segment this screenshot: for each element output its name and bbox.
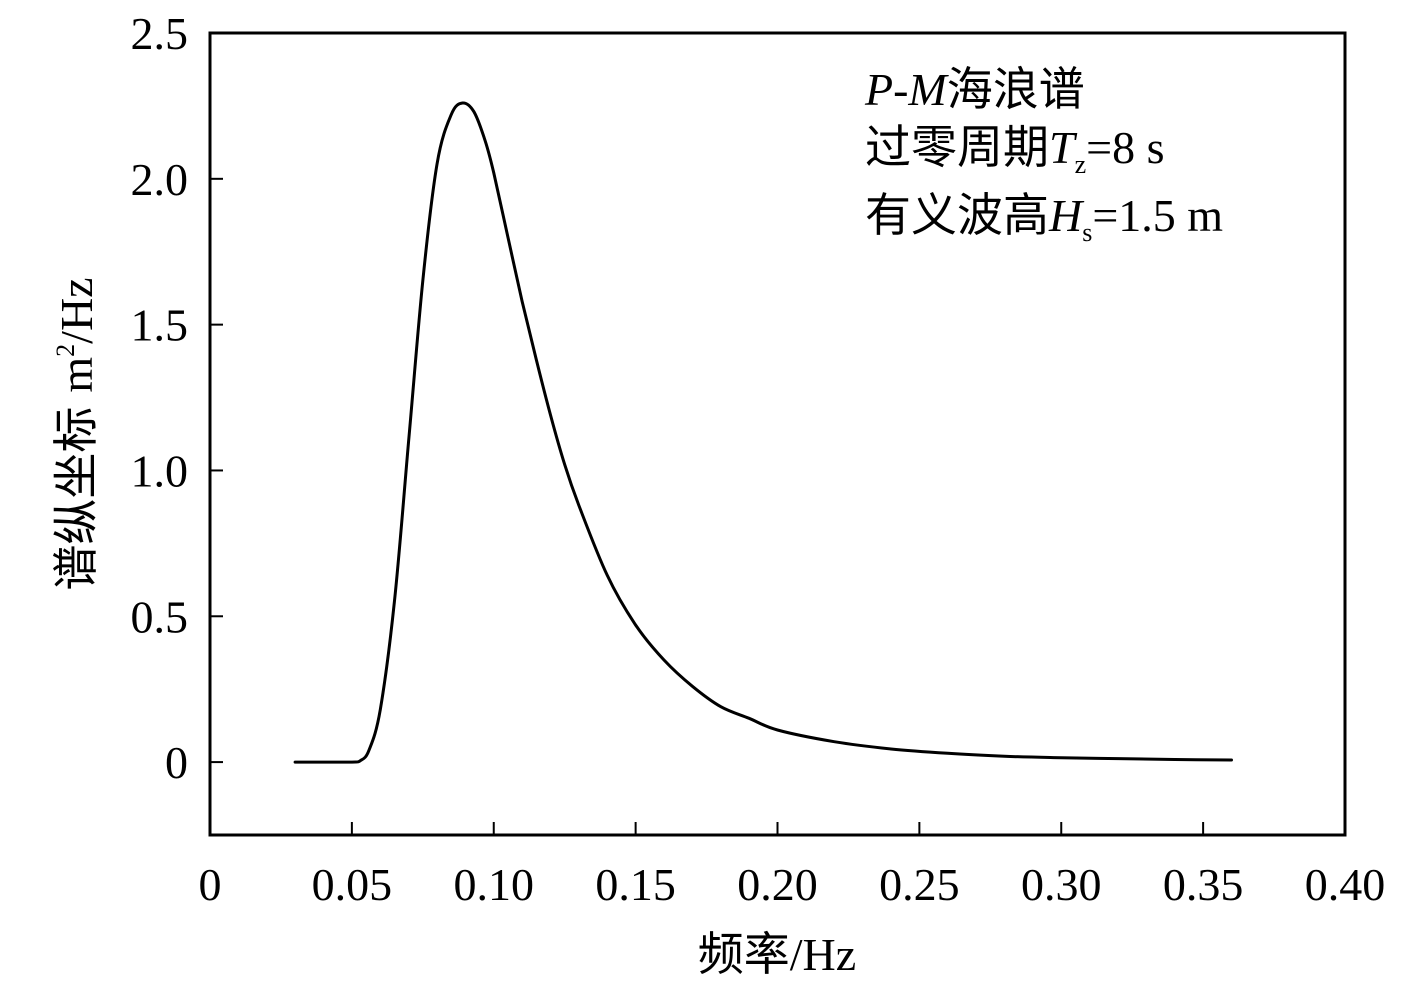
y-tick-label: 0.5 [131,591,189,642]
x-tick-label: 0.05 [312,859,393,910]
annotation-period-var: T [1049,122,1078,173]
x-axis-ticks: 0 0.05 0.10 0.15 0.20 0.25 0.30 0.35 0.40 [199,822,1386,910]
y-axis-label-main: 谱纵坐标 [51,407,102,591]
annotation-height-sub: s [1082,218,1092,247]
x-axis-label: 频率/Hz [698,929,856,980]
annotation-model-name: P-M [864,64,949,115]
x-tick-label: 0 [199,859,222,910]
y-tick-label: 2.0 [131,154,189,205]
annotation-line-3: 有义波高Hs=1.5 m [865,190,1223,247]
y-axis-ticks: 0 0.5 1.0 1.5 2.0 2.5 [131,8,223,788]
annotation-period-label: 过零周期 [865,122,1049,173]
y-tick-label: 1.0 [131,445,189,496]
annotation-line-2: 过零周期Tz=8 s [865,122,1164,179]
annotation-height-var: H [1048,190,1085,241]
x-tick-label: 0.20 [737,859,818,910]
x-tick-label: 0.40 [1305,859,1386,910]
y-tick-label: 1.5 [131,300,189,351]
y-tick-label: 2.5 [131,8,189,59]
annotation-spectrum-label: 海浪谱 [947,64,1085,115]
x-tick-label: 0.10 [454,859,535,910]
annotation-period-value: =8 s [1086,122,1164,173]
y-axis-label-unit-sup: 2 [51,344,80,357]
y-axis-label: 谱纵坐标 m2/Hz [51,277,102,590]
series-group [293,101,1233,764]
y-axis-label-unit-tail: /Hz [51,277,102,343]
annotation-period-sub: z [1075,150,1087,179]
x-tick-label: 0.30 [1021,859,1102,910]
annotation-height-label: 有义波高 [865,190,1049,241]
x-tick-label: 0.25 [879,859,960,910]
annotation-line-1: P-M海浪谱 [864,64,1085,115]
x-tick-label: 0.35 [1163,859,1244,910]
annotation-height-value: =1.5 m [1092,190,1223,241]
x-tick-label: 0.15 [595,859,676,910]
y-tick-label: 0 [165,737,188,788]
spectrum-curve [293,101,1233,764]
y-axis-label-unit: m [51,357,102,393]
